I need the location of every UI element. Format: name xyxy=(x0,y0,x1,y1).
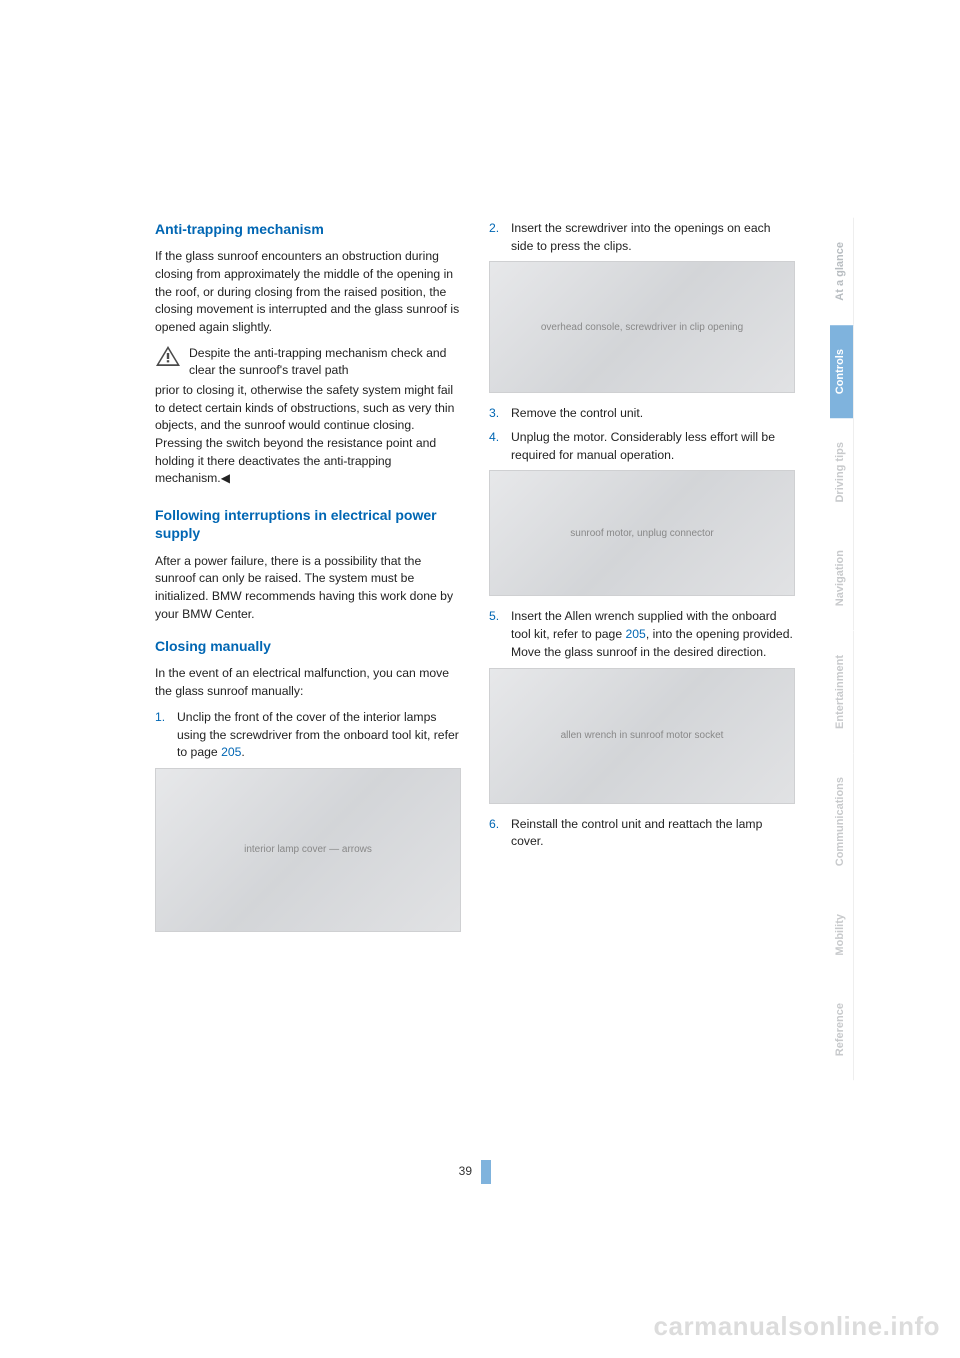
tab-navigation[interactable]: Navigation xyxy=(830,526,854,630)
step-6-number: 6. xyxy=(489,816,511,851)
step-3-text: Remove the control unit. xyxy=(511,405,795,423)
step-2-text: Insert the screwdriver into the openings… xyxy=(511,220,795,255)
para-closing-manually: In the event of an electrical malfunctio… xyxy=(155,665,461,700)
watermark: carmanualsonline.info xyxy=(654,1311,940,1342)
step-5: 5. Insert the Allen wrench supplied with… xyxy=(489,608,795,661)
tab-controls[interactable]: Controls xyxy=(830,325,854,418)
heading-closing-manually: Closing manually xyxy=(155,637,461,655)
heading-anti-trapping: Anti-trapping mechanism xyxy=(155,220,461,238)
step-1-text: Unclip the front of the cover of the int… xyxy=(177,709,461,762)
tab-reference[interactable]: Reference xyxy=(830,979,854,1080)
page-number: 39 xyxy=(459,1164,472,1178)
page-content: Anti-trapping mechanism If the glass sun… xyxy=(155,220,795,944)
para-power-interruption: After a power failure, there is a possib… xyxy=(155,553,461,624)
page-ref-205-a[interactable]: 205 xyxy=(221,745,241,759)
figure-allen-wrench: allen wrench in sunroof motor socket xyxy=(489,668,795,804)
warning-text-end: Pressing the switch beyond the resistanc… xyxy=(155,435,461,488)
step-1-text-a: Unclip the front of the cover of the int… xyxy=(177,710,459,759)
side-tabs: At a glance Controls Driving tips Naviga… xyxy=(830,218,854,1081)
step-6: 6. Reinstall the control unit and reatta… xyxy=(489,816,795,851)
heading-power-interruption: Following interruptions in electrical po… xyxy=(155,506,461,542)
step-5-number: 5. xyxy=(489,608,511,661)
figure-screwdriver-clips: overhead console, screwdriver in clip op… xyxy=(489,261,795,393)
step-3-number: 3. xyxy=(489,405,511,423)
step-1-text-b: . xyxy=(241,745,244,759)
warning-text-end-a: Pressing the switch beyond the resistanc… xyxy=(155,436,436,485)
warning-icon xyxy=(155,345,181,367)
step-1: 1. Unclip the front of the cover of the … xyxy=(155,709,461,762)
warning-block: Despite the anti-trapping mechanism chec… xyxy=(155,345,461,380)
figure-unplug-motor: sunroof motor, unplug connector xyxy=(489,470,795,596)
left-column: Anti-trapping mechanism If the glass sun… xyxy=(155,220,461,944)
step-4: 4. Unplug the motor. Considerably less e… xyxy=(489,429,795,464)
figure-lamp-cover: interior lamp cover — arrows xyxy=(155,768,461,932)
warning-text-lead: Despite the anti-trapping mechanism chec… xyxy=(189,345,461,380)
tab-communications[interactable]: Communications xyxy=(830,753,854,890)
tab-at-a-glance[interactable]: At a glance xyxy=(830,218,854,325)
warning-text-cont: prior to closing it, otherwise the safet… xyxy=(155,382,461,435)
step-1-number: 1. xyxy=(155,709,177,762)
page-ref-205-b[interactable]: 205 xyxy=(626,627,646,641)
right-column: 2. Insert the screwdriver into the openi… xyxy=(489,220,795,944)
step-4-text: Unplug the motor. Considerably less effo… xyxy=(511,429,795,464)
page-number-bar xyxy=(481,1160,491,1184)
triangle-end-icon: ◀ xyxy=(221,471,230,485)
tab-mobility[interactable]: Mobility xyxy=(830,890,854,980)
step-3: 3. Remove the control unit. xyxy=(489,405,795,423)
page-number-region: 39 xyxy=(155,1160,795,1184)
step-6-text: Reinstall the control unit and reattach … xyxy=(511,816,795,851)
tab-entertainment[interactable]: Entertainment xyxy=(830,631,854,753)
step-2: 2. Insert the screwdriver into the openi… xyxy=(489,220,795,255)
step-4-number: 4. xyxy=(489,429,511,464)
step-2-number: 2. xyxy=(489,220,511,255)
step-5-text: Insert the Allen wrench supplied with th… xyxy=(511,608,795,661)
tab-driving-tips[interactable]: Driving tips xyxy=(830,418,854,527)
para-anti-trapping: If the glass sunroof encounters an obstr… xyxy=(155,248,461,336)
